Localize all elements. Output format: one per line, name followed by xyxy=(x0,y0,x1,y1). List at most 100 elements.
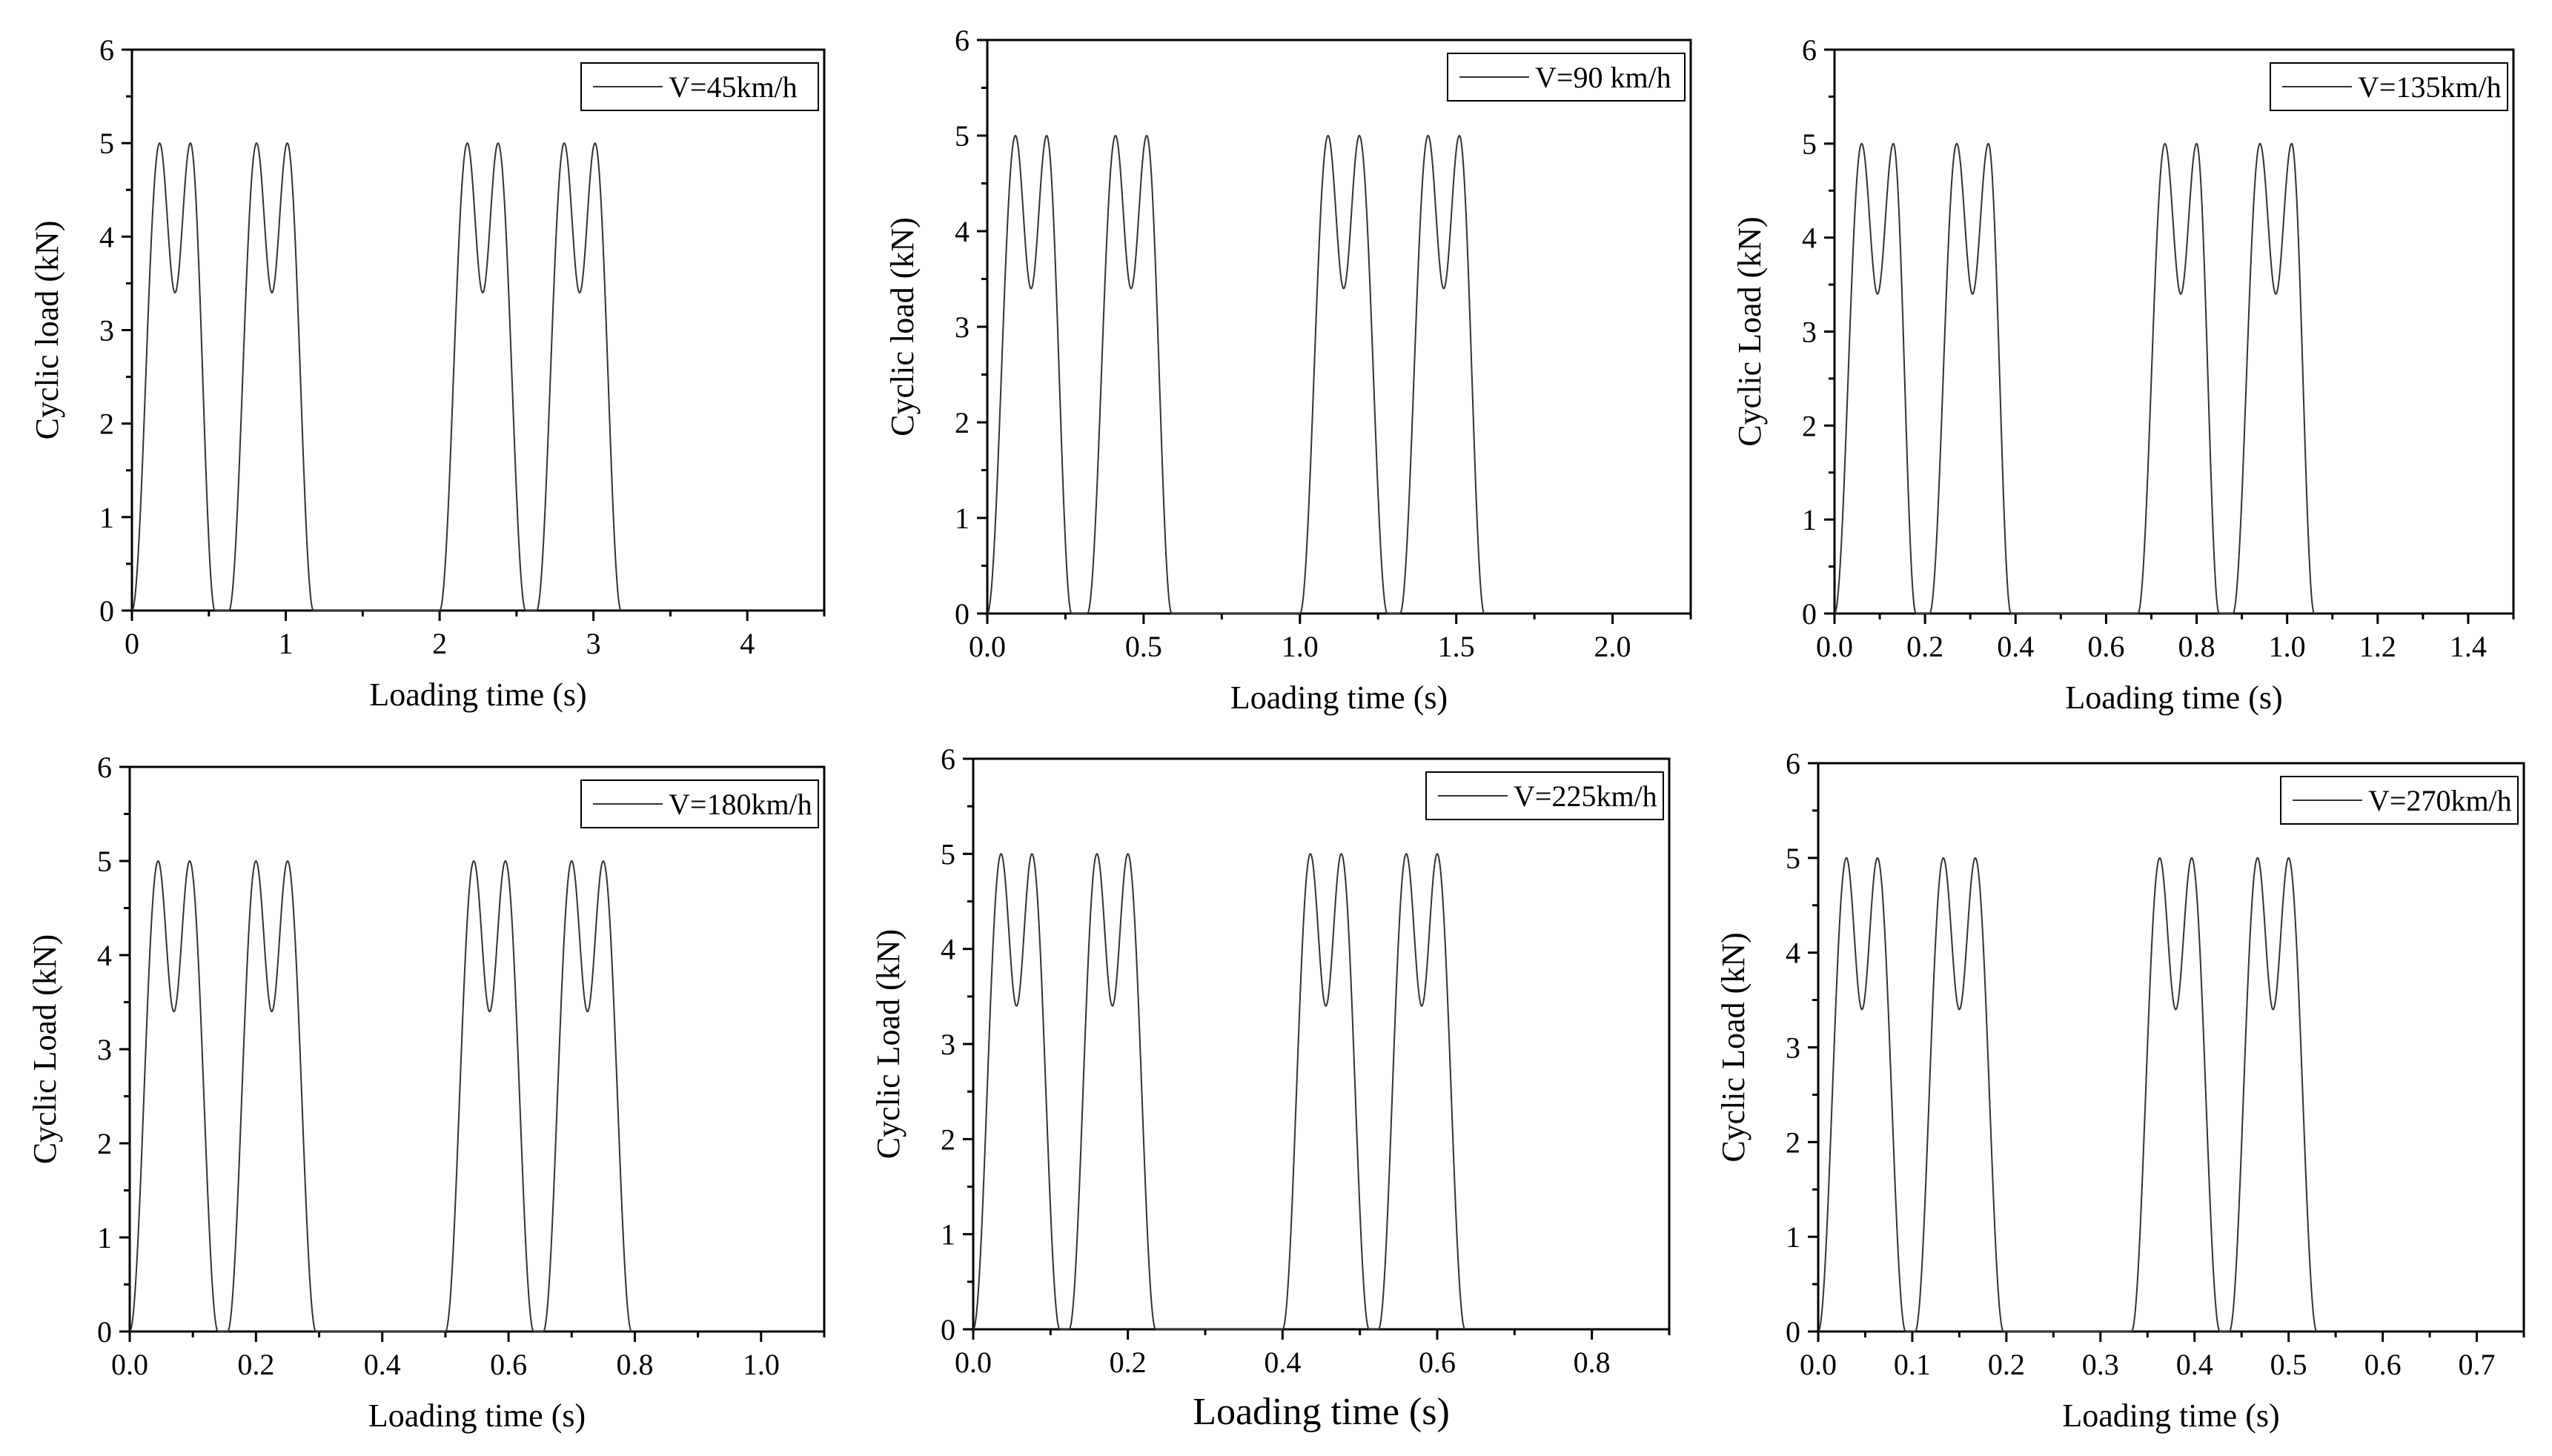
y-tick-label: 0 xyxy=(1802,597,1817,631)
y-tick-label: 0 xyxy=(97,1315,112,1349)
y-tick-label: 6 xyxy=(97,751,112,784)
x-tick-label: 0.4 xyxy=(364,1348,401,1381)
y-tick-label: 2 xyxy=(97,1127,112,1160)
legend-label: V=270km/h xyxy=(2368,784,2512,817)
x-tick-label: 0.8 xyxy=(616,1348,653,1381)
y-tick-label: 1 xyxy=(99,501,114,534)
load-series-line xyxy=(987,134,1485,614)
x-tick-label: 0.0 xyxy=(1816,630,1853,663)
x-tick-label: 0.1 xyxy=(1894,1348,1931,1381)
x-axis-label: Loading time (s) xyxy=(2065,679,2282,716)
y-tick-label: 6 xyxy=(99,33,114,67)
x-tick-label: 1.5 xyxy=(1438,630,1475,663)
y-tick-label: 3 xyxy=(955,310,970,344)
y-tick-label: 4 xyxy=(99,220,114,253)
y-tick-label: 6 xyxy=(1786,747,1800,780)
y-tick-label: 4 xyxy=(955,215,970,248)
x-tick-label: 0.6 xyxy=(1419,1346,1456,1379)
x-tick-label: 0.8 xyxy=(2178,630,2215,663)
x-tick-label: 0.7 xyxy=(2459,1348,2496,1381)
y-tick-label: 0 xyxy=(1786,1315,1800,1349)
y-tick-label: 4 xyxy=(941,933,955,966)
chart-panel: 0.0 0.5 1.0 1.5 2.0 0 1 2 3 4 5 6 Loading time (s) Cy… xyxy=(884,24,1692,716)
x-tick-label: 0.6 xyxy=(490,1348,527,1381)
x-axis-label: Loading time (s) xyxy=(368,1397,586,1434)
y-axis-label: Cyclic Load (kN) xyxy=(1731,216,1768,446)
y-tick-label: 1 xyxy=(97,1221,112,1254)
y-tick-label: 3 xyxy=(99,314,114,348)
x-axis-label: Loading time (s) xyxy=(369,677,586,713)
y-tick-label: 0 xyxy=(99,594,114,628)
y-tick-label: 5 xyxy=(941,837,955,871)
y-tick-label: 2 xyxy=(941,1123,955,1156)
y-tick-label: 5 xyxy=(955,119,970,153)
x-axis-label: Loading time (s) xyxy=(1230,679,1448,716)
x-tick-label: 0.0 xyxy=(111,1348,148,1381)
plot-frame xyxy=(972,757,1671,1331)
legend-label: V=180km/h xyxy=(669,788,812,821)
y-axis-label: Cyclic load (kN) xyxy=(884,217,921,436)
load-series-line xyxy=(972,853,1465,1330)
x-tick-label: 0.8 xyxy=(1574,1346,1611,1379)
x-tick-label: 0.0 xyxy=(955,1346,992,1379)
y-axis-label: Cyclic Load (kN) xyxy=(27,934,63,1164)
x-tick-label: 0.2 xyxy=(1110,1346,1147,1379)
load-series-line xyxy=(1817,857,2318,1332)
legend-label: V=45km/h xyxy=(669,70,798,104)
plot-frame xyxy=(1817,762,2525,1333)
x-axis-label: Loading time (s) xyxy=(2062,1397,2279,1434)
y-tick-label: 6 xyxy=(941,742,955,776)
y-tick-label: 4 xyxy=(97,939,112,972)
chart-panel: 0.0 0.2 0.4 0.6 0.8 1.0 0 1 2 3 4 5 6 Loading time (s… xyxy=(27,751,826,1434)
x-tick-label: 3 xyxy=(586,627,601,660)
load-series-line xyxy=(1834,142,2315,614)
plot-frame xyxy=(1833,48,2515,615)
y-tick-label: 1 xyxy=(941,1218,955,1251)
x-tick-label: 2.0 xyxy=(1594,630,1631,663)
y-tick-label: 2 xyxy=(99,408,114,441)
y-tick-label: 0 xyxy=(941,1313,955,1346)
y-tick-label: 1 xyxy=(1802,503,1817,536)
x-tick-label: 1.2 xyxy=(2359,630,2396,663)
y-tick-label: 6 xyxy=(955,24,970,57)
x-axis-label: Loading time (s) xyxy=(1193,1391,1450,1433)
y-tick-label: 5 xyxy=(97,845,112,878)
plot-frame xyxy=(130,48,826,612)
legend-box xyxy=(580,779,819,828)
y-tick-label: 3 xyxy=(1786,1031,1800,1065)
x-tick-label: 0.0 xyxy=(1800,1348,1837,1381)
x-tick-label: 1.4 xyxy=(2450,630,2487,663)
x-tick-label: 1.0 xyxy=(743,1348,780,1381)
x-tick-label: 0.0 xyxy=(969,630,1006,663)
x-tick-label: 2 xyxy=(432,627,447,660)
y-tick-label: 6 xyxy=(1802,33,1817,67)
y-axis-label: Cyclic Load (kN) xyxy=(1715,932,1751,1162)
y-tick-label: 2 xyxy=(955,406,970,439)
x-tick-label: 0.4 xyxy=(1997,630,2034,663)
y-tick-label: 3 xyxy=(1802,316,1817,349)
y-tick-label: 3 xyxy=(97,1033,112,1066)
x-tick-label: 0.2 xyxy=(237,1348,274,1381)
y-tick-label: 2 xyxy=(1802,409,1817,442)
y-axis-label: Cyclic load (kN) xyxy=(29,221,65,440)
x-tick-label: 0.4 xyxy=(2176,1348,2213,1381)
y-tick-label: 1 xyxy=(1786,1220,1800,1254)
y-axis-label: Cyclic Load (kN) xyxy=(870,929,907,1159)
y-tick-label: 4 xyxy=(1786,937,1800,970)
load-series-line xyxy=(131,142,622,611)
plot-frame xyxy=(128,765,826,1333)
plot-frame xyxy=(986,39,1692,615)
y-tick-label: 5 xyxy=(1786,842,1800,875)
x-tick-label: 1.0 xyxy=(2269,630,2306,663)
chart-panel: 0 1 2 3 4 0 1 2 3 4 5 6 Loading time (s) Cyclic load … xyxy=(29,33,826,713)
chart-panel: 0.0 0.1 0.2 0.3 0.4 0.5 0.6 0.7 0 1 2 3 4 5 6 Loading t… xyxy=(1715,747,2525,1434)
y-tick-label: 2 xyxy=(1786,1126,1800,1159)
x-tick-label: 0.4 xyxy=(1264,1346,1301,1379)
y-tick-label: 5 xyxy=(1802,127,1817,161)
y-tick-label: 5 xyxy=(99,127,114,160)
x-tick-label: 0.6 xyxy=(2087,630,2124,663)
y-tick-label: 1 xyxy=(955,502,970,535)
x-tick-label: 0.3 xyxy=(2082,1348,2119,1381)
x-tick-label: 0.2 xyxy=(1988,1348,2025,1381)
